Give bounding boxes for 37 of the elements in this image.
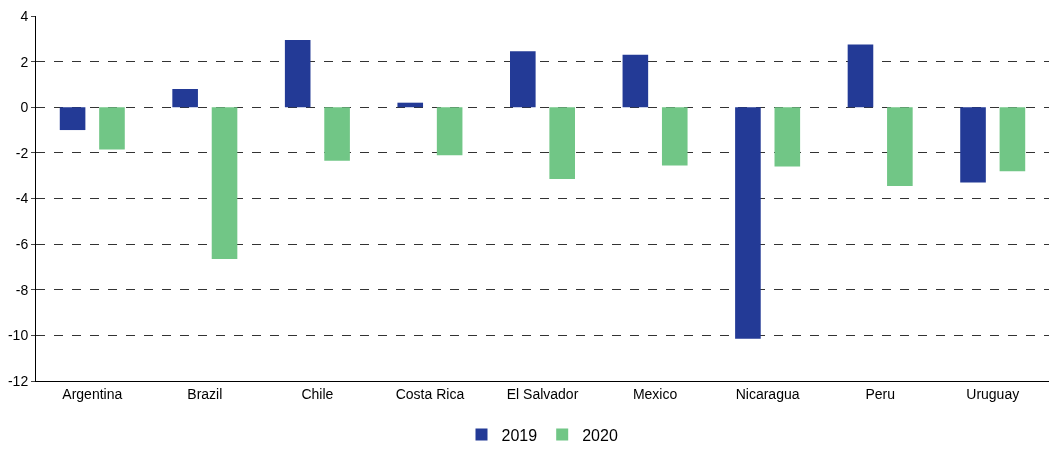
bar: [436, 107, 463, 156]
bar: [887, 107, 913, 186]
bar: [661, 107, 688, 166]
bar: [549, 107, 575, 180]
x-tick-label: Chile: [301, 385, 334, 402]
x-tick-label: Peru: [865, 385, 895, 402]
bar: [774, 107, 801, 167]
y-tick-label: 4: [20, 7, 29, 24]
x-tick-label: Mexico: [632, 385, 678, 402]
bar: [284, 39, 311, 108]
legend-label: 2019: [501, 426, 538, 444]
bar: [510, 51, 536, 108]
y-tick-label: 0: [20, 99, 29, 116]
bar: [960, 107, 986, 183]
y-tick-label: -6: [15, 236, 29, 253]
bar: [735, 107, 761, 339]
y-tick-label: -12: [7, 372, 29, 389]
bar: [999, 107, 1026, 172]
x-tick-label: Brazil: [187, 385, 223, 402]
x-tick-label: Nicaragua: [735, 385, 800, 402]
x-tick-label: Argentina: [62, 385, 123, 402]
y-tick-label: -10: [7, 327, 29, 344]
bar: [324, 107, 350, 161]
x-tick-label: Uruguay: [966, 385, 1020, 402]
y-tick-label: -8: [15, 281, 29, 298]
bar: [622, 54, 649, 108]
bar: [847, 44, 874, 108]
bar: [211, 107, 238, 259]
bar: [172, 89, 198, 108]
y-tick-label: -2: [15, 144, 29, 161]
legend-label: 2020: [582, 426, 618, 444]
x-tick-label: El Salvador: [506, 385, 579, 402]
y-tick-label: -4: [15, 190, 29, 207]
bar: [99, 107, 125, 150]
y-tick-label: 2: [20, 53, 29, 70]
x-tick-label: Costa Rica: [395, 385, 465, 402]
bar: [59, 107, 86, 131]
